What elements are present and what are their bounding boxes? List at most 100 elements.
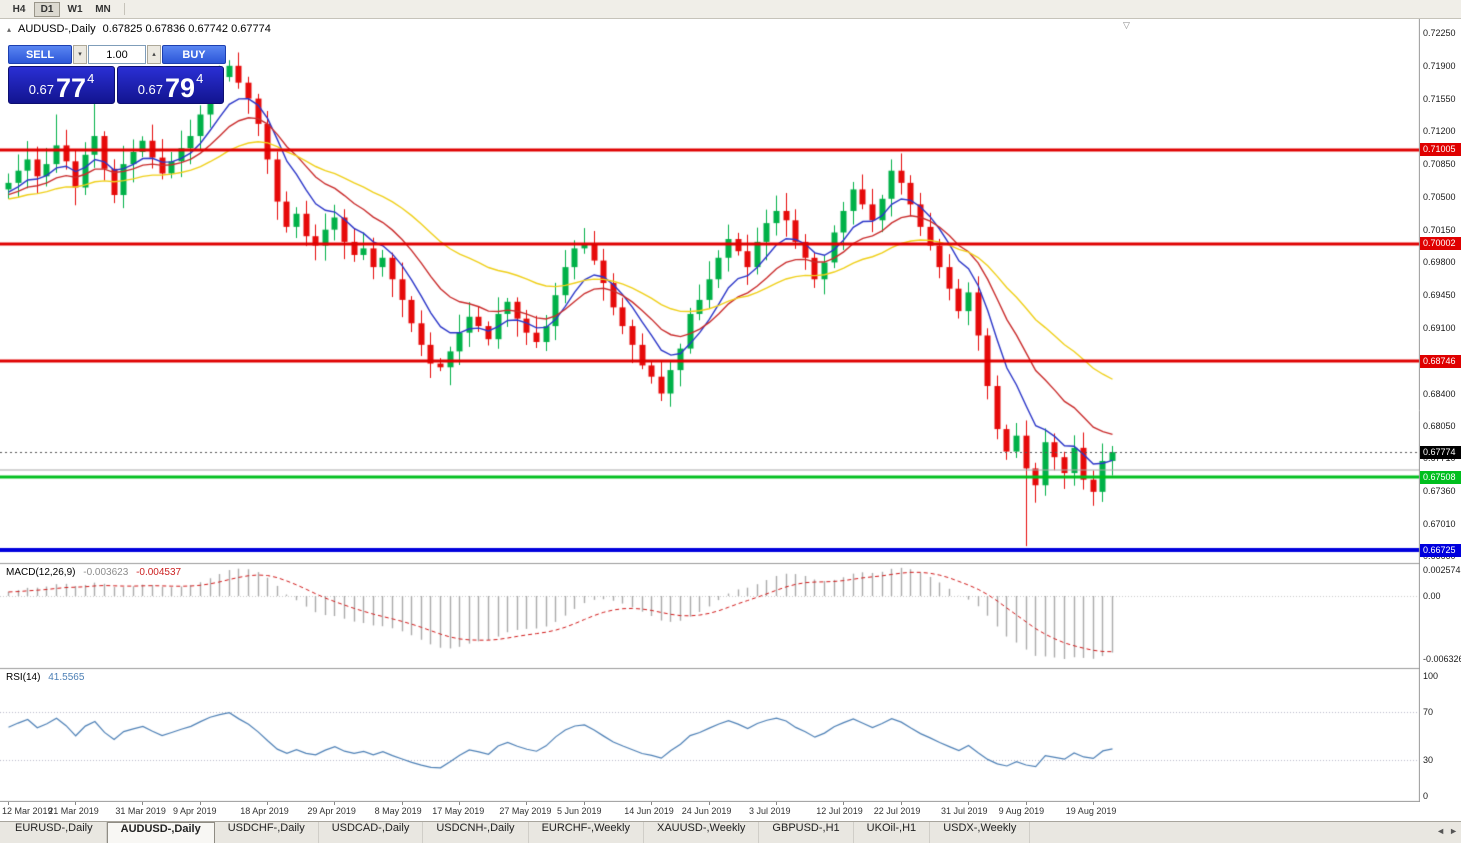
- price-line-badge: 0.71005: [1420, 143, 1461, 157]
- rsi-value: 41.5565: [48, 672, 85, 683]
- sell-price-point: 4: [87, 71, 95, 86]
- tabs-scroll-left-button[interactable]: ◄: [1436, 826, 1446, 836]
- price-chart-canvas[interactable]: [0, 19, 1420, 802]
- price-scale[interactable]: 0.72250 0.71900 0.71550 0.71200 0.70850 0.705…: [1420, 19, 1461, 802]
- chart-tab-usdx-weekly[interactable]: USDX-,Weekly: [930, 822, 1031, 843]
- y-axis-tick-label: 0.71900: [1423, 60, 1456, 71]
- time-scale[interactable]: 12 Mar 2019 21 Mar 2019 31 Mar 2019 9 Apr 2…: [0, 802, 1420, 821]
- x-axis-date-label: 24 Jun 2019: [681, 806, 732, 816]
- macd-value-main: -0.003623: [83, 567, 129, 578]
- x-axis-tick: [584, 802, 585, 805]
- macd-name: MACD(12,26,9): [6, 567, 76, 578]
- x-axis-date-label: 3 Jul 2019: [749, 806, 791, 816]
- current-price-badge: 0.67774: [1420, 445, 1461, 459]
- x-axis-date-label: 12 Jul 2019: [816, 806, 863, 816]
- chart-symbol-label: AUDUSD-,Daily: [18, 23, 96, 35]
- price-line-badge: 0.68746: [1420, 354, 1461, 368]
- tabs-scroll-controls: ◄ ►: [1436, 826, 1458, 836]
- y-axis-tick-label: 0.69800: [1423, 257, 1456, 268]
- y-axis-tick-label: 0.68050: [1423, 421, 1456, 432]
- chart-tab-usdcad-daily[interactable]: USDCAD-,Daily: [319, 822, 424, 843]
- x-axis-tick: [709, 802, 710, 805]
- x-axis-date-label: 31 Jul 2019: [941, 806, 988, 816]
- x-axis-tick: [1093, 802, 1094, 805]
- buy-price-display[interactable]: 0.67 79 4: [117, 66, 224, 104]
- x-axis-date-label: 17 May 2019: [432, 806, 485, 816]
- chart-area: ▴ AUDUSD-,Daily 0.67825 0.67836 0.67742 …: [0, 19, 1461, 802]
- x-axis-date-label: 31 Mar 2019: [115, 806, 166, 816]
- sell-price-pips: 77: [56, 73, 87, 104]
- x-axis-date-label: 22 Jul 2019: [873, 806, 921, 816]
- y-axis-tick-label: 0.68400: [1423, 388, 1456, 399]
- buy-price-point: 4: [196, 71, 204, 86]
- timeframe-toolbar: H4 D1 W1 MN: [0, 0, 1461, 19]
- chart-shift-marker-icon[interactable]: ▽: [1123, 20, 1130, 30]
- x-axis-date-label: 8 May 2019: [374, 806, 422, 816]
- y-axis-tick-label: 0.70500: [1423, 191, 1456, 202]
- rsi-axis-label: 30: [1423, 755, 1434, 765]
- price-line-badge: 0.70002: [1420, 237, 1461, 251]
- y-axis-tick-label: 0.67010: [1423, 518, 1456, 529]
- chart-tab-xauusd-weekly[interactable]: XAUUSD-,Weekly: [644, 822, 760, 843]
- x-axis-date-label: 9 Aug 2019: [998, 806, 1045, 816]
- x-axis-tick: [200, 802, 201, 805]
- macd-axis-label: 0.002574: [1423, 565, 1461, 576]
- price-line-badge: 0.66725: [1420, 543, 1461, 557]
- volume-decrease-button[interactable]: ▾: [73, 45, 87, 64]
- y-axis-tick-label: 0.71200: [1423, 126, 1456, 137]
- price-line-badge: 0.67508: [1420, 470, 1461, 484]
- one-click-trading-panel: SELL ▾ ▴ BUY 0.67 77 4 0.67 79 4: [8, 45, 226, 104]
- sell-price-prefix: 0.67: [28, 82, 55, 97]
- x-axis-date-label: 9 Apr 2019: [173, 806, 217, 816]
- macd-indicator-label: MACD(12,26,9) -0.003623 -0.004537: [6, 567, 186, 578]
- buy-button[interactable]: BUY: [162, 45, 226, 64]
- x-axis-date-label: 14 Jun 2019: [624, 806, 674, 816]
- x-axis-date-label: 27 May 2019: [499, 806, 552, 816]
- macd-axis-label: 0.00: [1423, 591, 1441, 601]
- rsi-axis-label: 100: [1423, 671, 1439, 681]
- panel-collapse-icon[interactable]: ▴: [7, 24, 12, 34]
- chart-tab-eurusd-daily[interactable]: EURUSD-,Daily: [2, 822, 107, 843]
- volume-increase-button[interactable]: ▴: [147, 45, 161, 64]
- chart-tab-usdchf-daily[interactable]: USDCHF-,Daily: [215, 822, 319, 843]
- chart-tab-usdcnh-daily[interactable]: USDCNH-,Daily: [423, 822, 529, 843]
- buy-price-pips: 79: [165, 73, 196, 104]
- timeframe-button-d1[interactable]: D1: [34, 1, 60, 17]
- rsi-name: RSI(14): [6, 672, 41, 683]
- chart-tab-ukoil-h1[interactable]: UKOil-,H1: [854, 822, 931, 843]
- buy-price-prefix: 0.67: [137, 82, 164, 97]
- x-axis-tick: [651, 802, 652, 805]
- x-axis-date-label: 21 Mar 2019: [48, 806, 99, 816]
- x-axis-tick: [8, 802, 9, 805]
- timeframe-button-mn[interactable]: MN: [95, 3, 111, 15]
- x-axis-date-label: 12 Mar 2019: [2, 806, 53, 816]
- y-axis-tick-label: 0.69100: [1423, 322, 1456, 333]
- volume-input[interactable]: [88, 45, 146, 64]
- chart-header: ▴ AUDUSD-,Daily 0.67825 0.67836 0.67742 …: [7, 23, 271, 35]
- x-axis-tick: [142, 802, 143, 805]
- chart-tab-eurchf-weekly[interactable]: EURCHF-,Weekly: [529, 822, 644, 843]
- sell-button[interactable]: SELL: [8, 45, 72, 64]
- x-axis-tick: [75, 802, 76, 805]
- x-axis-tick: [901, 802, 902, 805]
- x-axis-tick: [334, 802, 335, 805]
- x-axis-tick: [1026, 802, 1027, 805]
- chart-tab-gbpusd-h1[interactable]: GBPUSD-,H1: [759, 822, 854, 843]
- rsi-axis-label: 70: [1423, 707, 1434, 717]
- y-axis-tick-label: 0.69450: [1423, 290, 1456, 301]
- sell-price-display[interactable]: 0.67 77 4: [8, 66, 115, 104]
- chart-tabs-bar: EURUSD-,Daily AUDUSD-,Daily USDCHF-,Daily U…: [0, 821, 1461, 843]
- timeframe-button-w1[interactable]: W1: [67, 3, 83, 15]
- y-axis-tick-label: 0.71550: [1423, 93, 1456, 104]
- tabs-scroll-right-button[interactable]: ►: [1449, 826, 1458, 836]
- rsi-axis-label: 0: [1423, 791, 1429, 801]
- timeframe-button-h4[interactable]: H4: [12, 3, 26, 15]
- x-axis-tick: [267, 802, 268, 805]
- x-axis-tick: [459, 802, 460, 805]
- chart-ohlc-values: 0.67825 0.67836 0.67742 0.67774: [102, 23, 271, 35]
- y-axis-tick-label: 0.67360: [1423, 485, 1456, 496]
- y-axis-tick-label: 0.70850: [1423, 159, 1456, 170]
- x-axis-tick: [968, 802, 969, 805]
- chart-tab-audusd-daily[interactable]: AUDUSD-,Daily: [106, 822, 215, 843]
